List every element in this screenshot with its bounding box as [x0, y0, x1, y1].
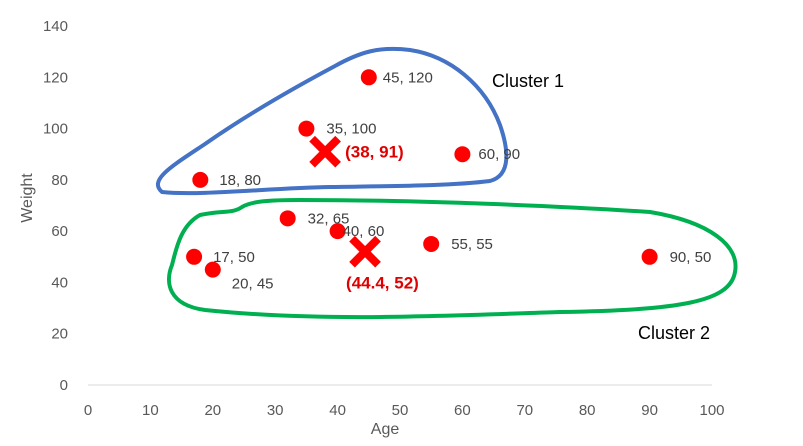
y-tick-label: 0 [60, 377, 68, 394]
y-tick-label: 40 [51, 274, 68, 291]
y-tick-label: 120 [43, 69, 68, 86]
data-point-label: 45, 120 [383, 69, 433, 86]
data-point-label: 40, 60 [343, 223, 385, 240]
data-point-label: 35, 100 [326, 121, 376, 138]
x-tick-label: 10 [142, 402, 159, 419]
x-tick-label: 30 [267, 402, 284, 419]
cluster-2-label: Cluster 2 [638, 323, 710, 343]
data-point [279, 210, 296, 227]
x-axis-ticks: 0 10 20 30 40 50 60 70 80 90 100 [84, 402, 725, 419]
data-point [360, 69, 377, 86]
data-point [454, 146, 471, 163]
x-tick-label: 100 [699, 402, 724, 419]
centroid-marker [349, 235, 381, 268]
data-point-label: 32, 65 [308, 210, 350, 227]
cluster-2-outline [167, 198, 738, 320]
y-tick-label: 80 [51, 172, 68, 189]
x-tick-label: 60 [454, 402, 471, 419]
x-tick-label: 70 [516, 402, 533, 419]
data-point-label: 60, 90 [478, 146, 520, 163]
data-point-label: 55, 55 [451, 236, 493, 253]
y-tick-label: 60 [51, 223, 68, 240]
x-tick-label: 80 [579, 402, 596, 419]
data-point [298, 120, 315, 137]
data-point-label: 20, 45 [232, 276, 274, 293]
data-point [423, 235, 440, 252]
data-point [641, 248, 658, 265]
cluster-1-outline [155, 46, 509, 196]
x-tick-label: 0 [84, 402, 92, 419]
centroids: (38, 91) (44.4, 52) [309, 135, 419, 293]
x-tick-label: 90 [641, 402, 658, 419]
data-point [329, 223, 346, 240]
y-tick-label: 140 [43, 18, 68, 35]
data-point [204, 261, 221, 278]
x-axis-title: Age [371, 421, 400, 438]
cluster-1-label: Cluster 1 [492, 71, 564, 91]
y-tick-label: 20 [51, 326, 68, 343]
data-point-label: 90, 50 [670, 249, 712, 266]
centroid-label: (38, 91) [345, 143, 404, 162]
centroid-marker [309, 135, 341, 168]
data-point [192, 171, 209, 188]
y-axis-title: Weight [19, 173, 36, 223]
data-point-label: 18, 80 [219, 172, 261, 189]
x-tick-label: 20 [204, 402, 221, 419]
centroid-label: (44.4, 52) [346, 274, 419, 293]
y-axis-ticks: 0 20 40 60 80 100 120 140 [43, 18, 68, 394]
y-tick-label: 100 [43, 121, 68, 138]
data-point [186, 248, 203, 265]
x-tick-label: 50 [392, 402, 409, 419]
x-tick-label: 40 [329, 402, 346, 419]
data-point-label: 17, 50 [213, 249, 255, 266]
